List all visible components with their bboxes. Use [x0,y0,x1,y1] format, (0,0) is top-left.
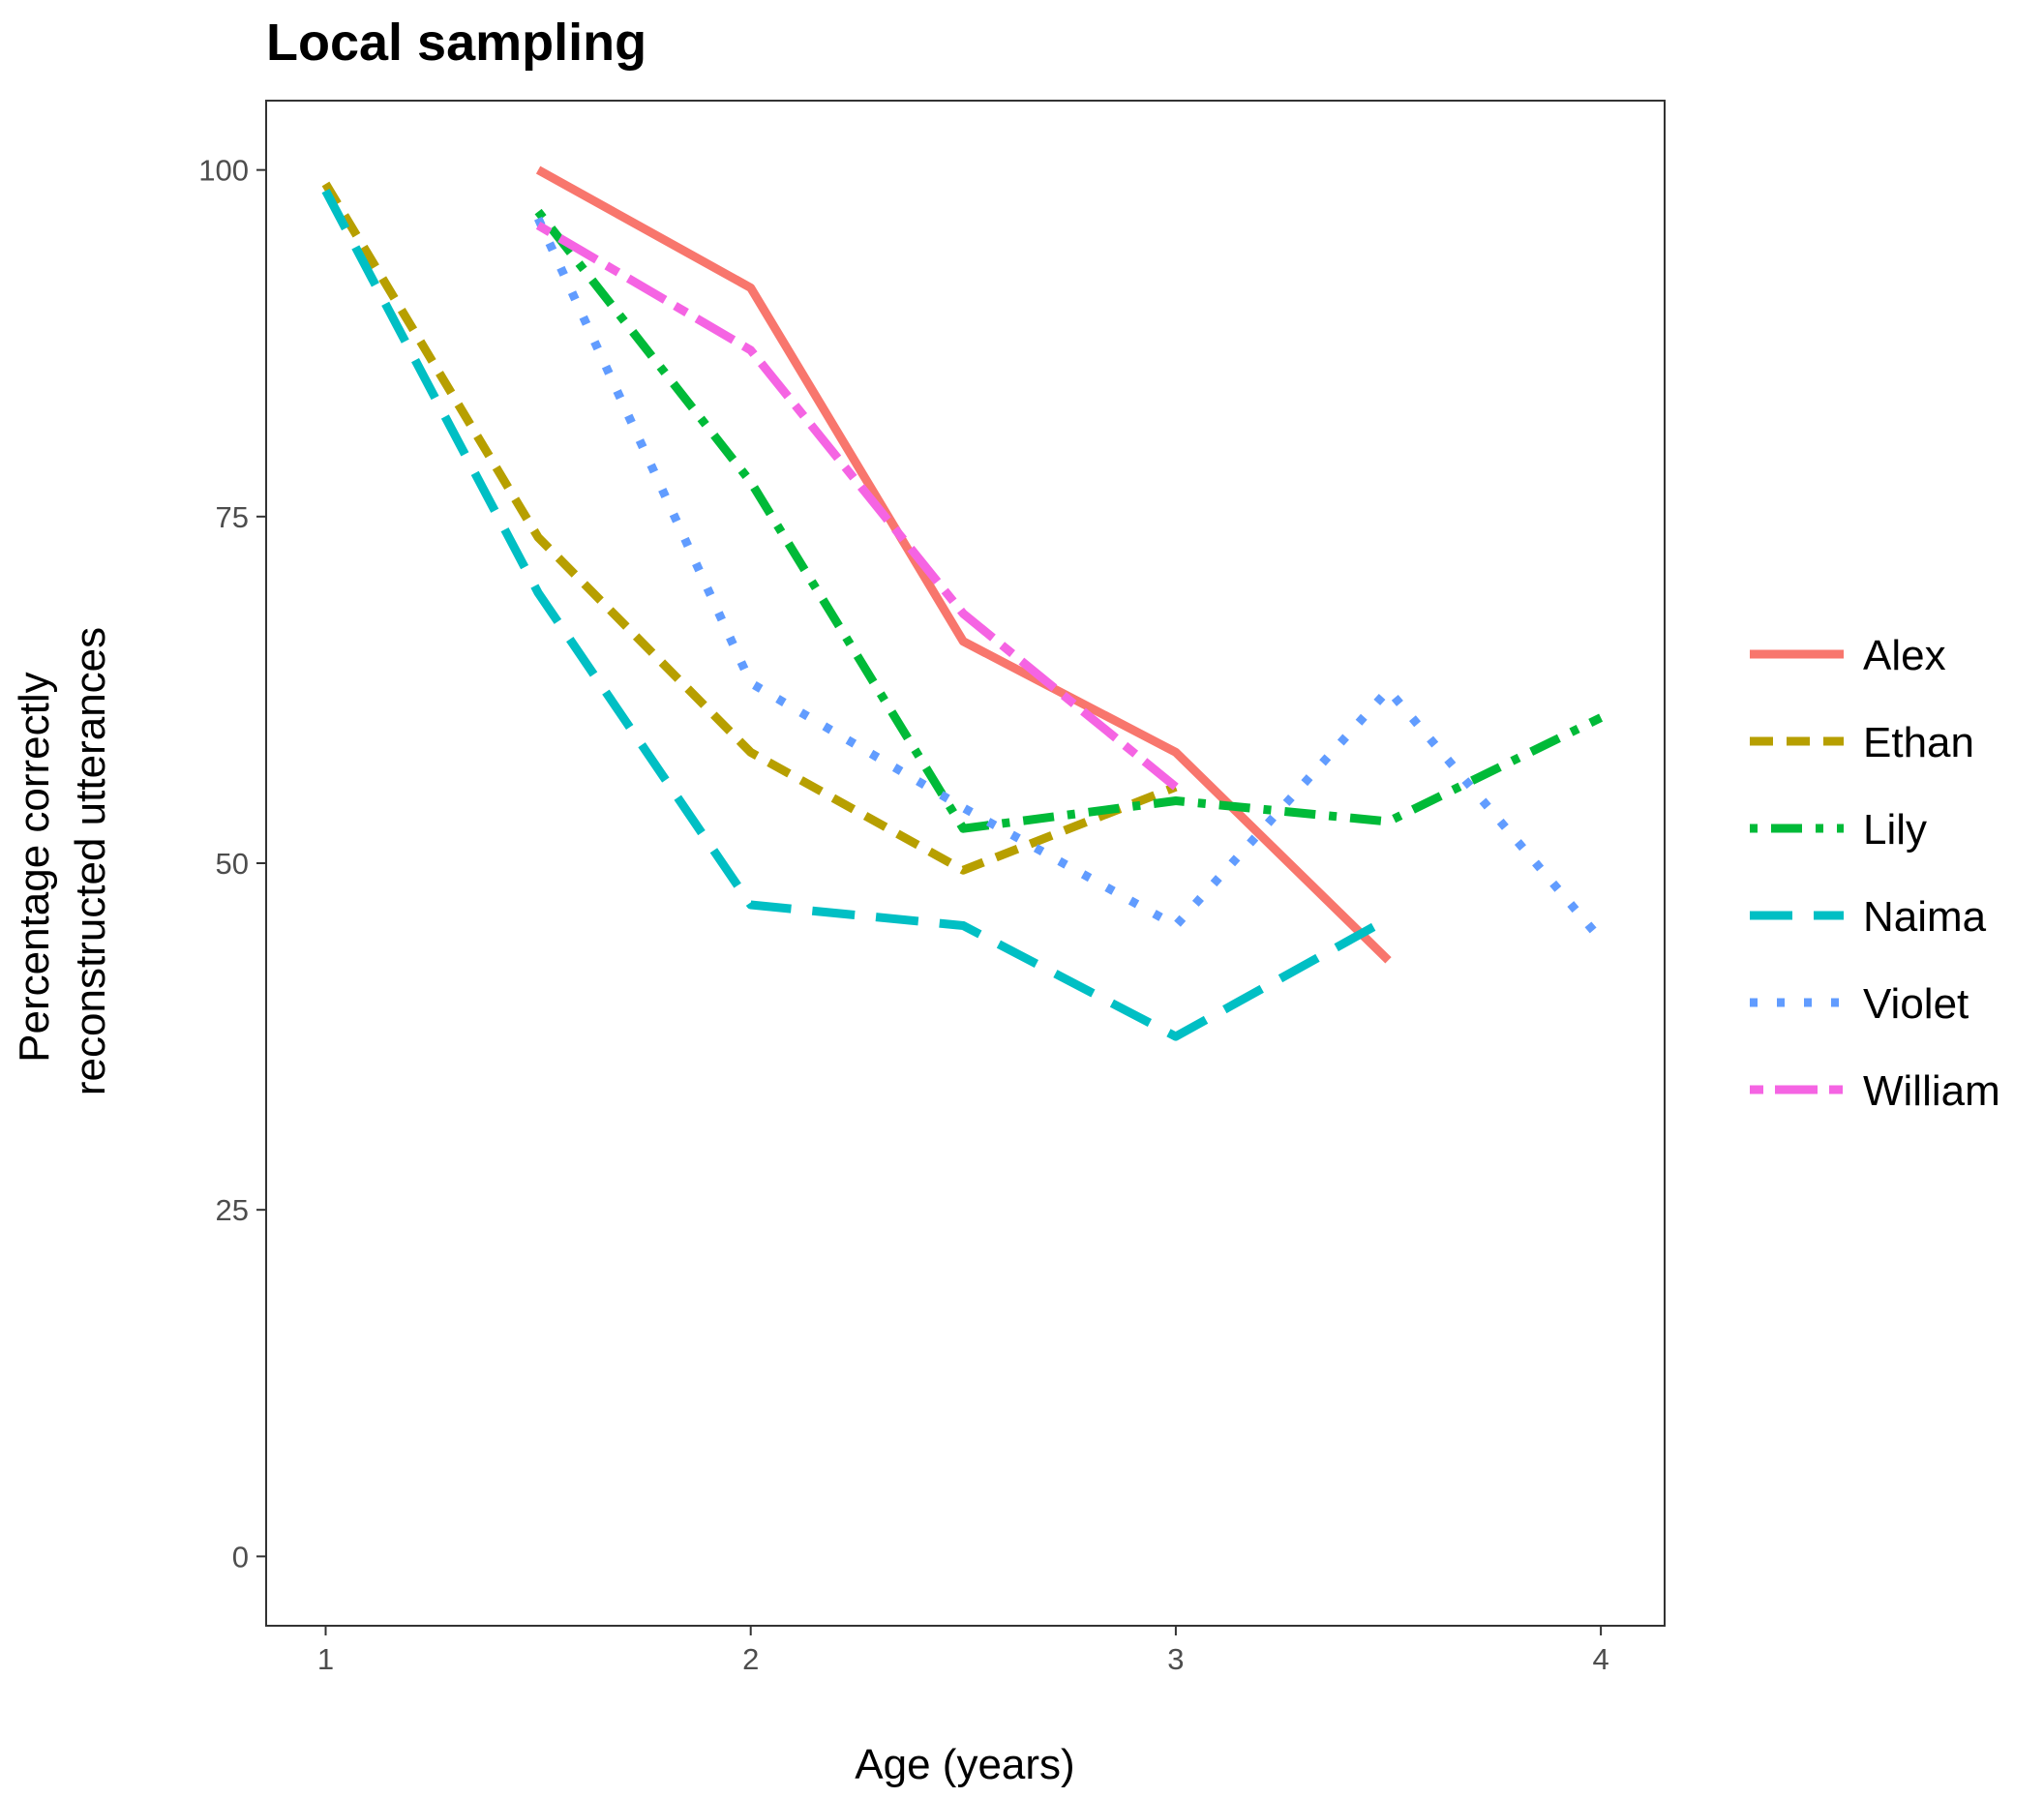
y-tick-label: 0 [232,1540,249,1573]
y-axis-title-line-1: Percentage correctly [11,672,58,1063]
legend-label-william: William [1863,1067,2000,1115]
y-axis: 0 25 50 75 100 [198,154,266,1573]
legend-label-lily: Lily [1863,806,1927,854]
y-axis-title-line-2: reconstructed utterances [67,627,114,1095]
x-tick-label: 1 [317,1642,334,1676]
series-line-ethan [321,181,1178,875]
y-tick-label: 100 [198,154,249,188]
x-tick-label: 2 [742,1642,759,1676]
y-tick-label: 75 [216,500,249,534]
x-tick-label: 4 [1592,1642,1608,1676]
series-line-lily [534,208,1604,833]
y-tick-label: 25 [216,1193,249,1227]
legend-label-naima: Naima [1863,893,1987,941]
legend: Alex Ethan Lily Naima Violet William [1750,632,2000,1115]
y-axis-title: Percentage correctly reconstructed utter… [11,627,114,1095]
legend-label-alex: Alex [1863,632,1946,679]
series-line-william [535,222,1179,791]
chart-title: Local sampling [266,14,646,72]
x-axis: 1 2 3 4 [317,1626,1609,1676]
legend-label-violet: Violet [1863,980,1969,1028]
x-tick-label: 3 [1167,1642,1184,1676]
series-line-alex [535,165,1392,964]
x-axis-title: Age (years) [855,1741,1074,1788]
plot-panel [265,100,1666,1627]
legend-label-ethan: Ethan [1863,719,1974,766]
y-tick-label: 50 [216,847,249,881]
series-layer [321,165,1605,1041]
